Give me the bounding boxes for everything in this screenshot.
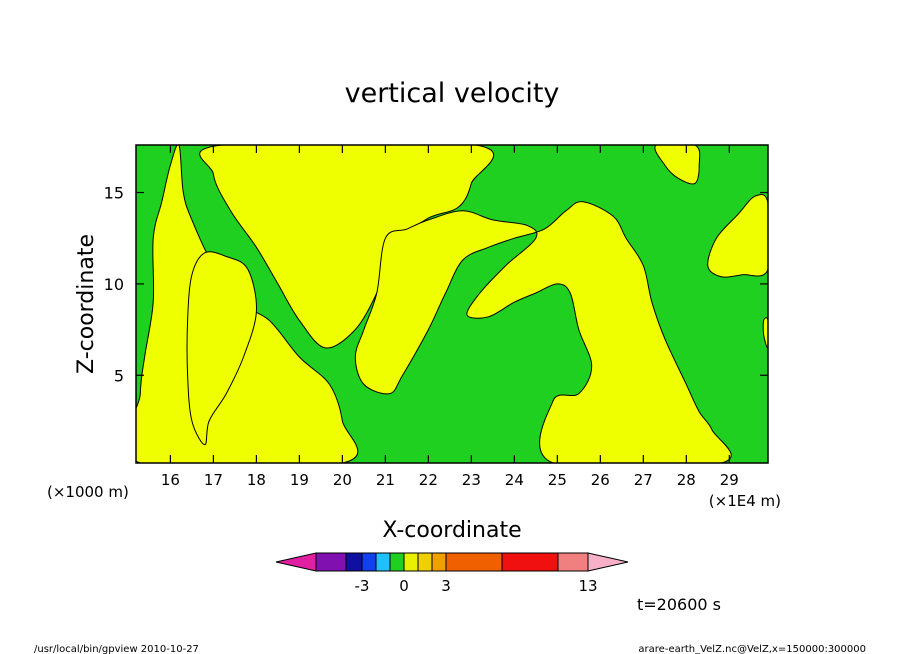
contour-region-yellow-6 [762,317,768,349]
colorbar [275,552,629,572]
contour-region-yellow-3 [354,201,732,463]
colorbar-segment [557,552,589,572]
x-tick-label: 23 [462,471,481,489]
x-tick-label: 27 [634,471,653,489]
colorbar-segment [403,552,419,572]
colorbar-segment [587,552,629,572]
x-axis-label: X-coordinate [382,518,521,543]
chart-title: vertical velocity [345,78,560,109]
x-tick-label: 21 [376,471,395,489]
time-label: t=20600 s [637,595,721,614]
colorbar-tick-label: -3 [355,577,370,595]
plot-area: 16 17 18 19 20 21 22 23 24 25 26 27 28 29 5 10 15 [104,144,769,489]
colorbar-segment [501,552,559,572]
colorbar-segment [417,552,433,572]
x-tick-label: 20 [333,471,352,489]
y-tick-label: 15 [104,184,124,203]
x-tick-label: 28 [677,471,696,489]
x-tick-label: 18 [247,471,266,489]
colorbar-tick-label: 13 [578,577,597,595]
colorbar-tick-label: 0 [399,577,409,595]
y-axis-unit: (×1000 m) [47,483,129,501]
contour-region-yellow-4 [654,145,701,185]
x-tick-label: 29 [720,471,739,489]
x-tick-label: 24 [505,471,524,489]
y-tick-label: 5 [114,366,124,385]
colorbar-segment [275,552,317,572]
colorbar-segment [445,552,503,572]
x-axis: 16 17 18 19 20 21 22 23 24 25 26 27 28 29 [161,145,739,489]
footer-left: /usr/local/bin/gpview 2010-10-27 [34,644,199,654]
colorbar-segment [315,552,347,572]
colorbar-segment [431,552,447,572]
colorbar-segment [375,552,391,572]
x-tick-label: 26 [591,471,610,489]
x-tick-label: 22 [419,471,438,489]
contour-regions [136,145,768,463]
x-tick-label: 19 [290,471,309,489]
footer-right: arare-earth_VelZ.nc@VelZ,x=150000:300000 [638,644,866,654]
colorbar-segment [345,552,363,572]
colorbar-tick-label: 3 [441,577,451,595]
y-axis: 5 10 15 [104,184,768,385]
y-tick-label: 10 [104,275,124,294]
colorbar-tick-labels: -3 0 3 13 [355,577,598,595]
colorbar-segment [361,552,377,572]
x-tick-label: 17 [204,471,223,489]
x-tick-label: 16 [161,471,180,489]
contour-region-yellow-5 [707,193,768,278]
contour-region-yellow-1 [186,251,257,446]
x-tick-label: 25 [548,471,567,489]
y-axis-label: Z-coordinate [74,234,99,374]
x-axis-unit: (×1E4 m) [709,492,781,510]
plot-frame [135,144,769,464]
colorbar-segment [389,552,405,572]
